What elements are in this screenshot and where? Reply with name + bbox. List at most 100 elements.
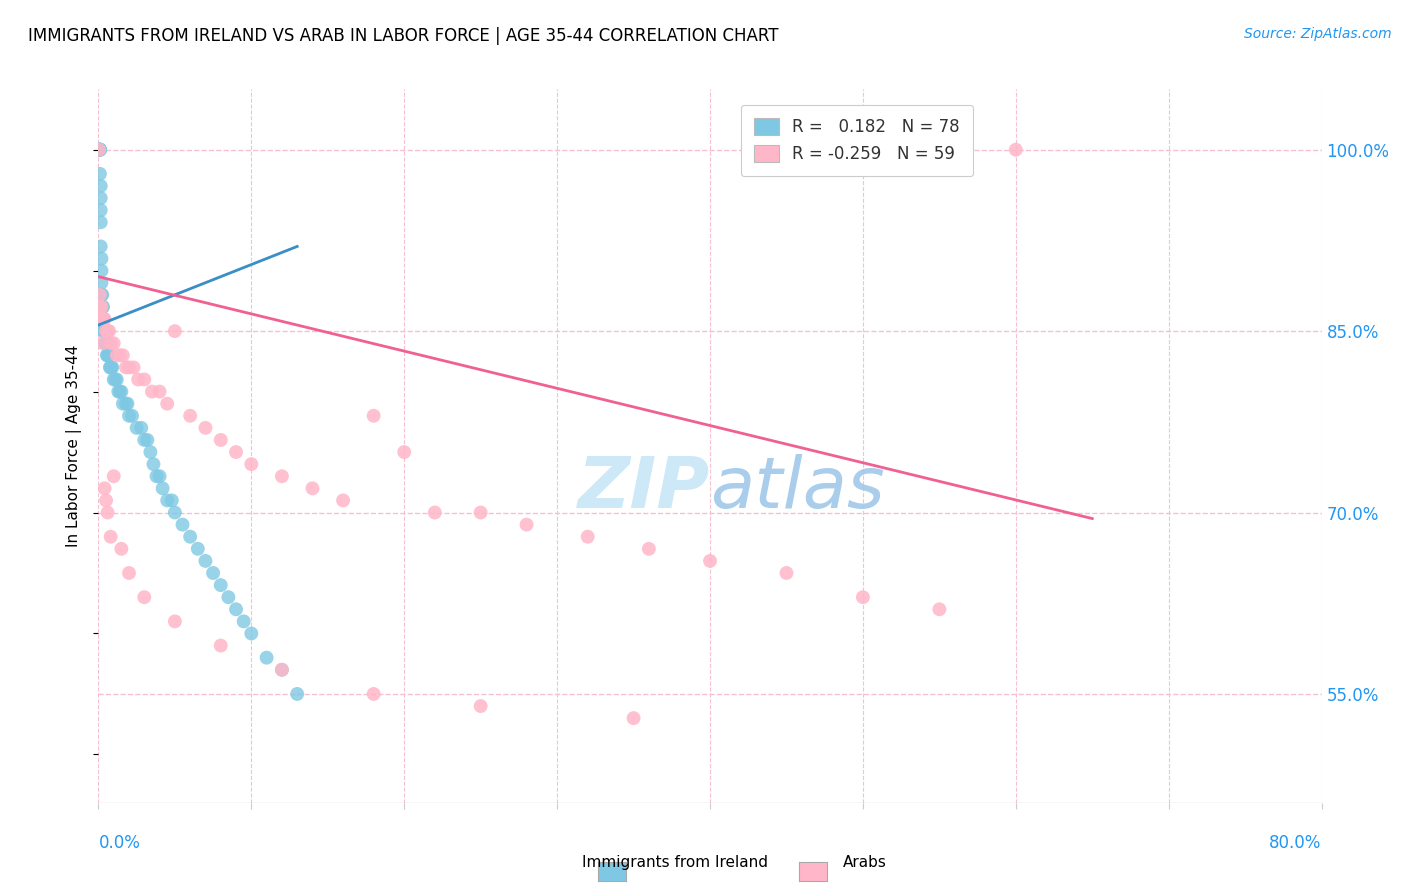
Point [194,421,217,435]
Point [142,457,165,471]
Point [118,409,141,423]
Point [332,493,354,508]
Point [202,566,225,580]
Point [91,336,114,351]
Point [93,324,115,338]
Point [928,602,950,616]
Point [89,143,111,157]
Point [149,469,172,483]
Point [91,312,114,326]
Point [90,239,112,253]
Point [100,530,122,544]
Point [91,300,114,314]
Point [115,397,138,411]
Point [89,288,111,302]
Point [98,348,121,362]
Point [103,372,125,386]
Point [101,360,124,375]
Point [90,178,112,193]
Point [103,469,125,483]
Point [145,469,167,483]
Point [121,409,143,423]
Point [516,517,538,532]
Y-axis label: In Labor Force | Age 35-44: In Labor Force | Age 35-44 [66,345,83,547]
Point [256,650,278,665]
Point [94,493,117,508]
Point [100,360,122,375]
Point [90,276,112,290]
Point [152,481,174,495]
Point [149,384,172,399]
Point [93,312,115,326]
Point [240,457,263,471]
Point [90,263,112,277]
Point [156,493,179,508]
Point [91,300,114,314]
Point [100,336,122,351]
Point [470,699,492,714]
Point [232,615,254,629]
Text: ZIP: ZIP [578,454,710,524]
Point [392,445,416,459]
Point [94,336,117,351]
Point [91,312,114,326]
Point [117,397,139,411]
Point [270,469,292,483]
Point [1004,143,1026,157]
Point [139,445,162,459]
Point [97,348,120,362]
Point [163,615,186,629]
Point [91,312,114,326]
Point [93,481,115,495]
Point [179,530,201,544]
Point [118,566,141,580]
Point [89,143,111,157]
Point [209,433,232,447]
Point [91,312,114,326]
Point [470,506,492,520]
Point [91,288,114,302]
Point [90,300,112,314]
Point [110,541,132,556]
Point [141,384,163,399]
Text: Arabs: Arabs [842,855,887,870]
Point [127,372,149,386]
Point [94,336,117,351]
Point [209,578,232,592]
Point [163,506,186,520]
Point [134,433,156,447]
Point [97,348,120,362]
Point [122,360,145,375]
Point [94,324,117,338]
Point [363,687,385,701]
Point [94,336,117,351]
Point [125,421,148,435]
Point [775,566,797,580]
Text: IMMIGRANTS FROM IRELAND VS ARAB IN LABOR FORCE | AGE 35-44 CORRELATION CHART: IMMIGRANTS FROM IRELAND VS ARAB IN LABOR… [28,27,779,45]
Point [90,203,112,218]
Text: 80.0%: 80.0% [1270,834,1322,852]
Point [217,590,239,604]
Point [108,348,131,362]
Point [160,493,183,508]
Point [93,324,115,338]
Text: 0.0%: 0.0% [98,834,141,852]
Point [225,602,247,616]
Point [623,711,645,725]
Point [89,143,111,157]
Point [97,506,120,520]
Text: Immigrants from Ireland: Immigrants from Ireland [582,855,768,870]
Point [852,590,875,604]
Point [209,639,232,653]
Point [240,626,263,640]
Point [93,324,115,338]
Point [96,348,118,362]
Point [301,481,323,495]
Point [363,409,385,423]
Point [89,143,111,157]
Point [89,143,111,157]
Point [94,336,117,351]
Point [90,252,112,266]
Point [179,409,201,423]
Point [91,300,114,314]
